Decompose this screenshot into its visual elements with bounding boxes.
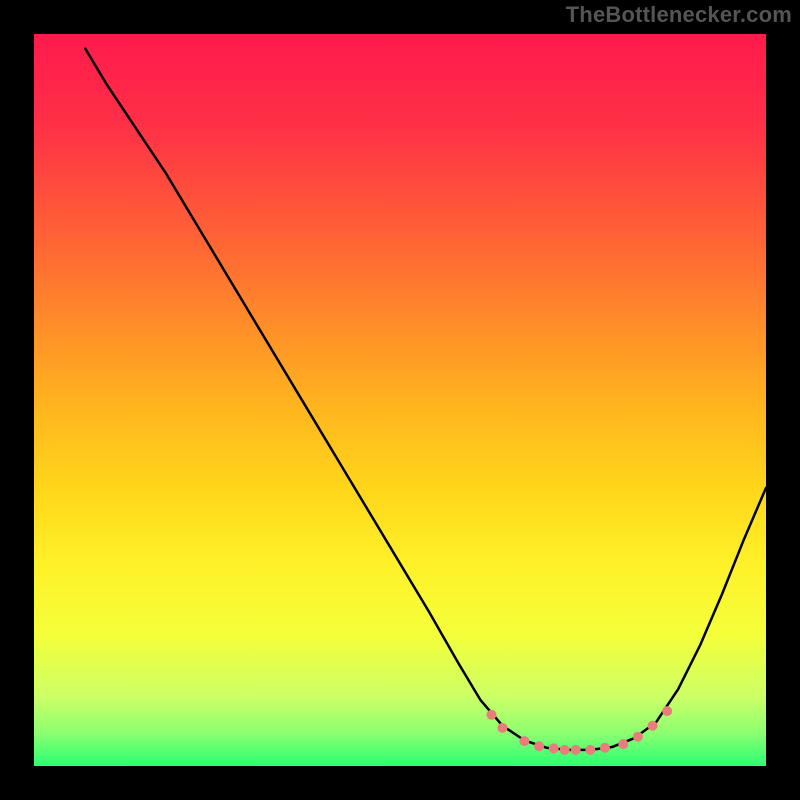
curve-marker [534, 741, 544, 751]
curve-marker [549, 743, 559, 753]
curve-marker [600, 743, 610, 753]
curve-marker [648, 721, 658, 731]
watermark-text: TheBottlenecker.com [566, 2, 792, 28]
curve-marker [560, 745, 570, 755]
curve-marker [585, 745, 595, 755]
curve-marker [519, 736, 529, 746]
curve-marker [487, 710, 497, 720]
curve-marker [633, 732, 643, 742]
curve-marker [662, 706, 672, 716]
curve-marker [618, 739, 628, 749]
stage: TheBottlenecker.com [0, 0, 800, 800]
curve-marker [497, 723, 507, 733]
chart-svg [0, 0, 800, 800]
plot-area [34, 34, 766, 766]
curve-marker [571, 745, 581, 755]
